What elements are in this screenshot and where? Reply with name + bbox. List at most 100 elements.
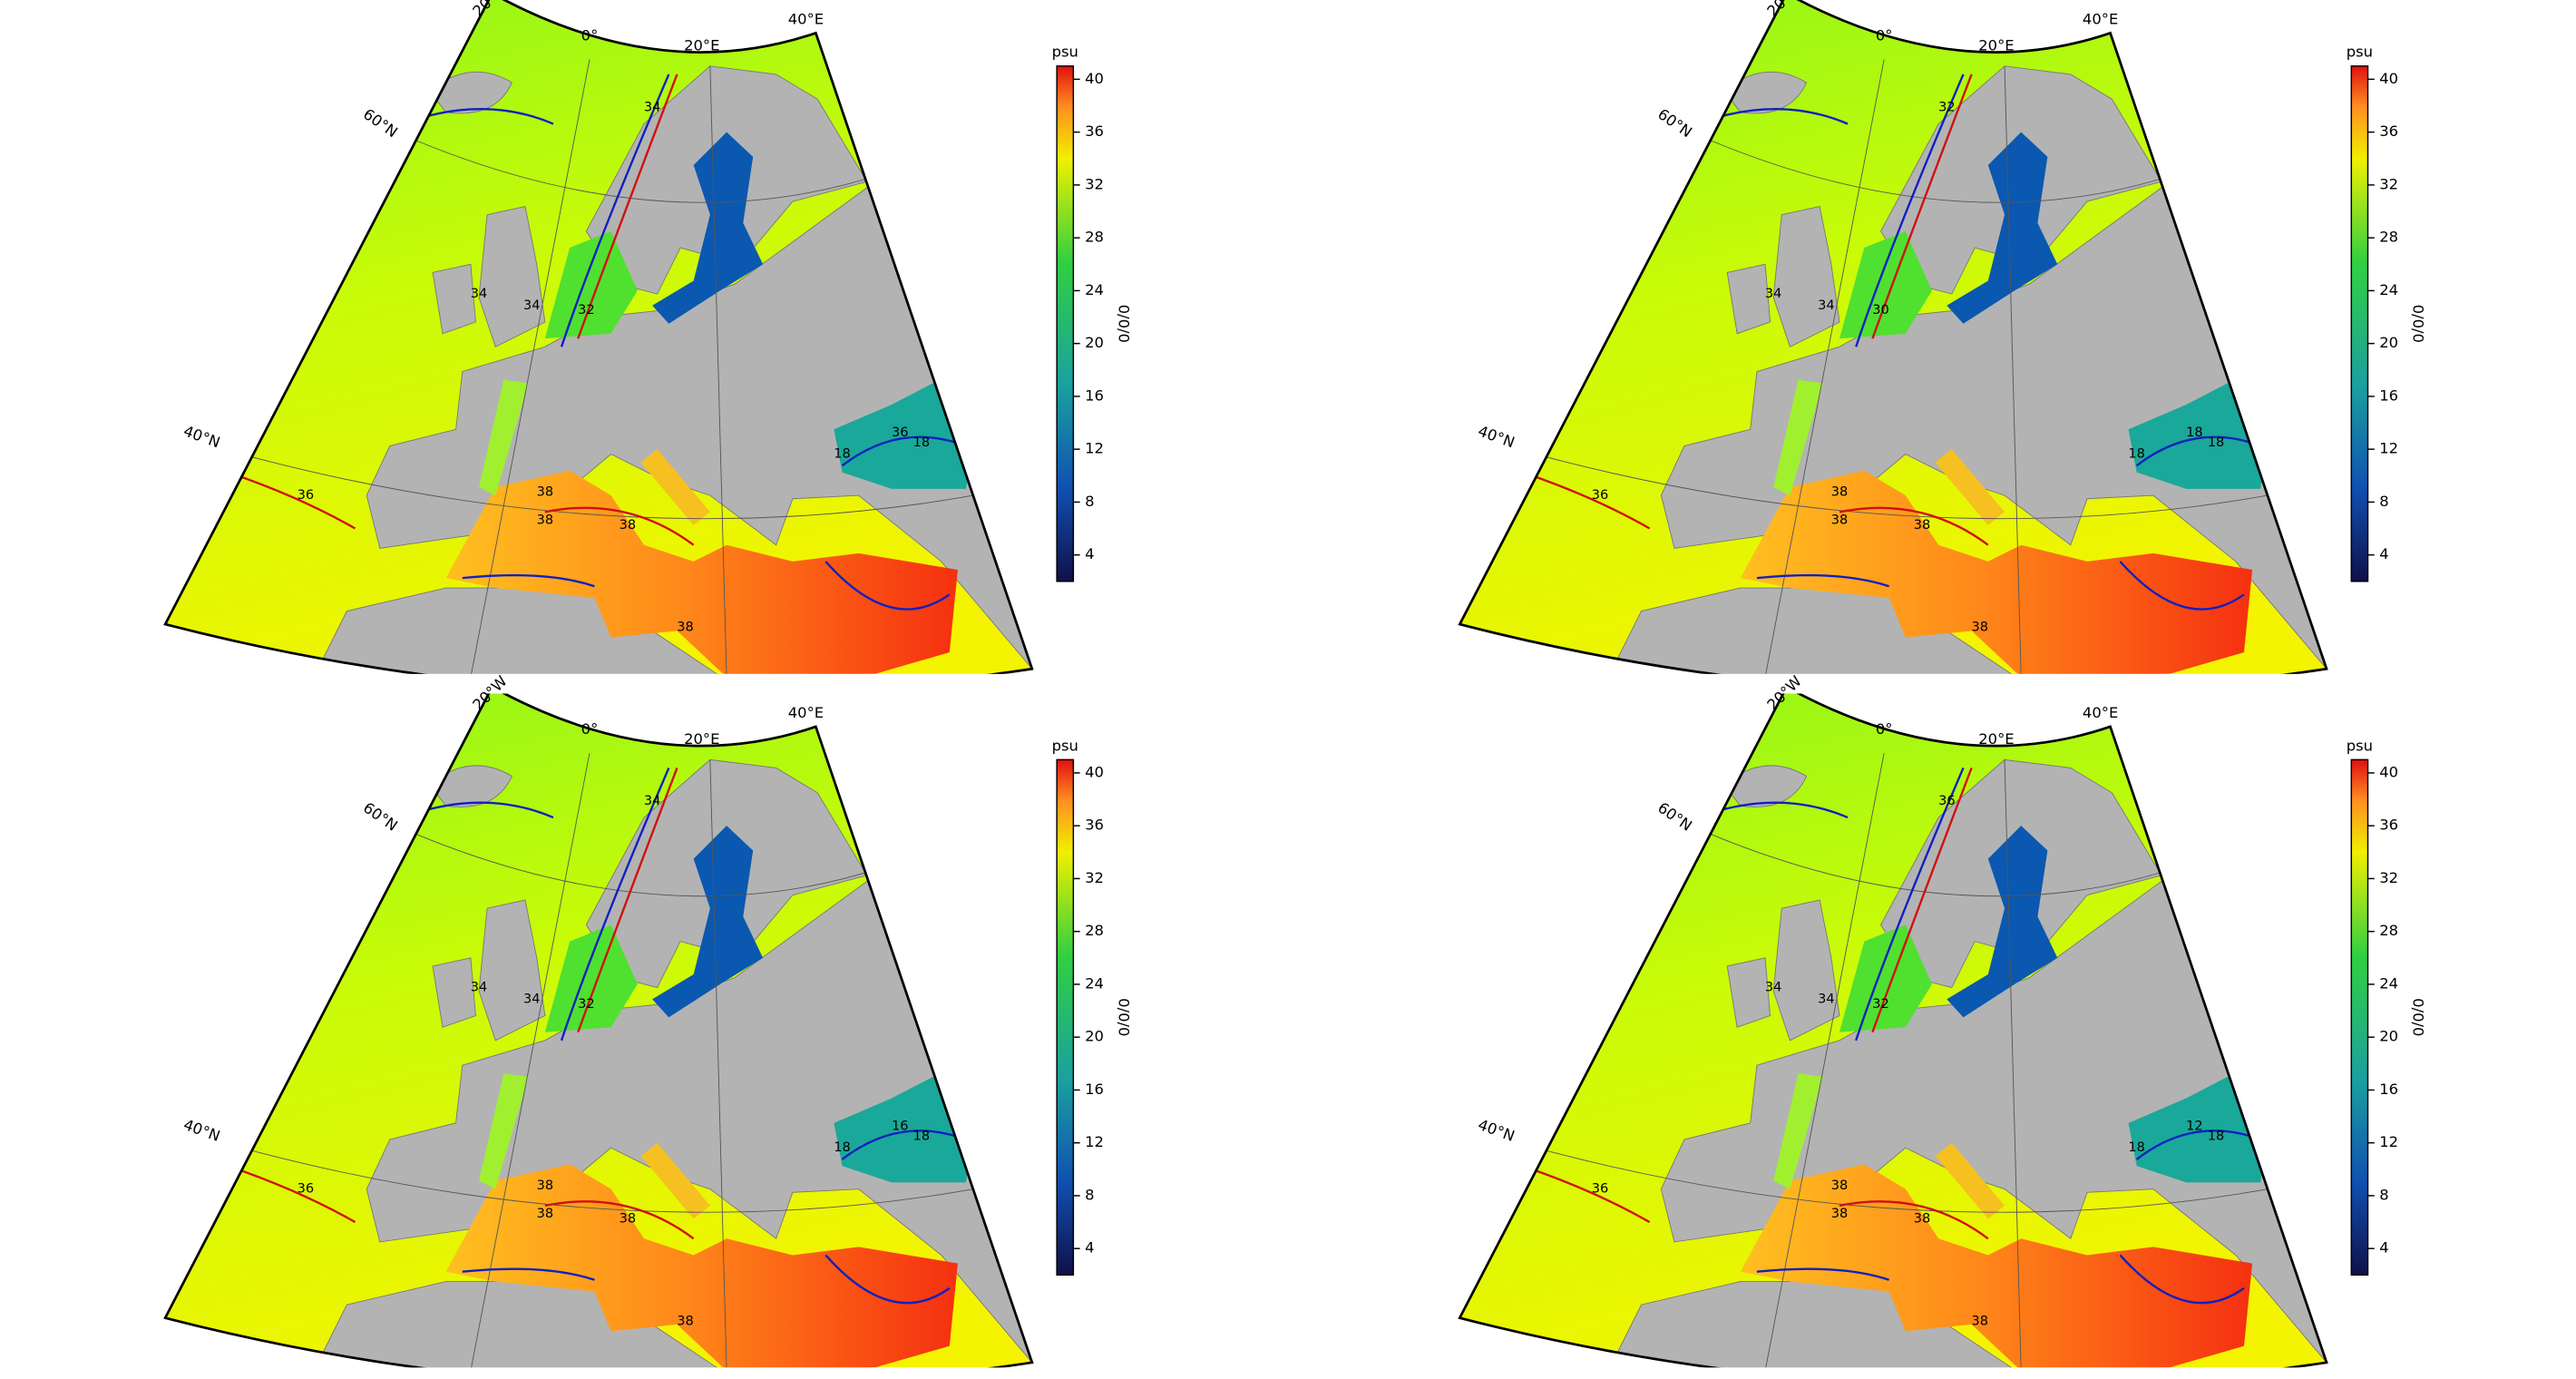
colorbar-depth: 0/0/0	[2410, 305, 2427, 343]
colorbar-tick-label: 12	[2379, 1133, 2398, 1150]
map-frame	[1458, 693, 2328, 1368]
colorbar-tick-label: 24	[2379, 974, 2398, 992]
colorbar-unit: psu	[1052, 737, 1078, 754]
colorbar-unit: psu	[1052, 44, 1078, 61]
colorbar-tick-label: 40	[2379, 763, 2398, 780]
colorbar-tick-label: 32	[1085, 175, 1104, 192]
contour-line	[1756, 573, 1889, 588]
graticule-label: 40°N	[181, 1116, 222, 1145]
graticule-label: 60°N	[1654, 105, 1695, 141]
colorbar-tick-label: 24	[1085, 974, 1104, 992]
colorbar-tick-label: 16	[2379, 1081, 2398, 1098]
colorbar-tick-label: 16	[1085, 386, 1104, 404]
parallel	[1690, 132, 2179, 203]
contour-label: 36	[298, 1181, 315, 1197]
contour-label: 32	[1938, 99, 1956, 114]
colorbar-tick-label: 32	[2379, 869, 2398, 886]
mediterranean	[1740, 1164, 2253, 1368]
contour-label: 36	[892, 425, 909, 440]
contour-label: 38	[537, 1178, 554, 1193]
contour-label: 32	[578, 996, 595, 1012]
contour-label: 34	[644, 793, 661, 808]
graticule-label: 0°	[1876, 720, 1893, 738]
map-panel: 20°W0°20°E40°E60°N40°N363838383818183434…	[163, 0, 1132, 674]
parallel	[1690, 825, 2179, 897]
graticule-label: 40°N	[1476, 1116, 1517, 1145]
map	[1458, 0, 2328, 674]
contour-label: 34	[523, 991, 541, 1006]
colorbar-depth: 0/0/0	[1115, 305, 1132, 343]
contour-line	[1756, 1267, 1889, 1281]
colorbar-depth: 0/0/0	[2410, 998, 2427, 1036]
colorbar-tick-label: 4	[1085, 1239, 1094, 1257]
graticule-label: 40°E	[788, 10, 824, 27]
graticule-label: 20°E	[1978, 36, 2014, 54]
graticule-label: 20°E	[684, 36, 719, 54]
meridian	[2004, 65, 2022, 674]
colorbar-tick-label: 28	[1085, 922, 1104, 939]
contour-label: 30	[1872, 302, 1889, 318]
contour-label: 38	[1831, 512, 1849, 527]
contour-label: 38	[537, 484, 554, 499]
black-sea	[834, 1076, 975, 1183]
colorbar-tick-label: 4	[2379, 1239, 2388, 1257]
mediterranean	[1740, 470, 2253, 674]
map	[1458, 693, 2328, 1368]
contour-line	[1723, 801, 1849, 819]
contour-line	[1871, 768, 1973, 1033]
contour-line	[2119, 561, 2245, 611]
baltic-sea	[652, 132, 764, 324]
contour-label: 38	[1971, 620, 1988, 635]
meridian	[709, 65, 727, 674]
land	[428, 71, 513, 114]
graticule-label: 0°	[581, 720, 599, 738]
colorbar-tick-label: 8	[2379, 493, 2388, 510]
parallel	[395, 132, 884, 203]
black-sea	[2128, 1076, 2269, 1183]
graticule-label: 0°	[1876, 27, 1893, 44]
contour-line	[577, 768, 678, 1033]
contour-line	[577, 73, 678, 339]
adriatic	[640, 449, 710, 525]
land	[432, 957, 476, 1028]
meridian	[2004, 759, 2022, 1368]
parallel	[222, 1142, 991, 1213]
baltic-sea	[1947, 826, 2058, 1018]
parallel	[395, 825, 884, 897]
colorbar-tick-label: 40	[2379, 70, 2398, 87]
contour-label: 38	[677, 620, 694, 635]
biscay	[1773, 1073, 1823, 1189]
colorbar	[1056, 65, 1075, 582]
land	[1726, 957, 1771, 1028]
biscay	[1773, 379, 1823, 496]
land	[478, 206, 546, 347]
colorbar-tick-label: 16	[2379, 386, 2398, 404]
contour-label: 38	[1831, 484, 1849, 499]
contour-line	[1839, 1200, 1989, 1240]
colorbar-tick-label: 36	[2379, 122, 2398, 140]
north-sea	[544, 924, 638, 1032]
land	[432, 263, 476, 335]
contour-line	[462, 1267, 595, 1281]
contour-label: 34	[644, 99, 661, 114]
colorbar-tick-label: 20	[2379, 1028, 2398, 1045]
contour-label: 16	[892, 1118, 909, 1133]
map	[163, 693, 1034, 1368]
colorbar	[2350, 65, 2369, 582]
colorbar-tick-label: 24	[1085, 281, 1104, 298]
contour-label: 38	[620, 517, 637, 533]
colorbar-tick-label: 28	[2379, 229, 2398, 246]
contour-label: 18	[2186, 425, 2203, 440]
parallel	[1517, 448, 2286, 520]
graticule-label: 40°E	[2083, 10, 2118, 27]
parallel	[222, 448, 991, 520]
colorbar-tick-label: 12	[1085, 1133, 1104, 1150]
contour-line	[2135, 435, 2261, 467]
mediterranean	[445, 470, 958, 674]
colorbar-tick-label: 4	[1085, 545, 1094, 562]
baltic-sea	[1947, 132, 2058, 324]
graticule-label: 40°E	[788, 704, 824, 721]
colorbar-unit: psu	[2347, 737, 2373, 754]
